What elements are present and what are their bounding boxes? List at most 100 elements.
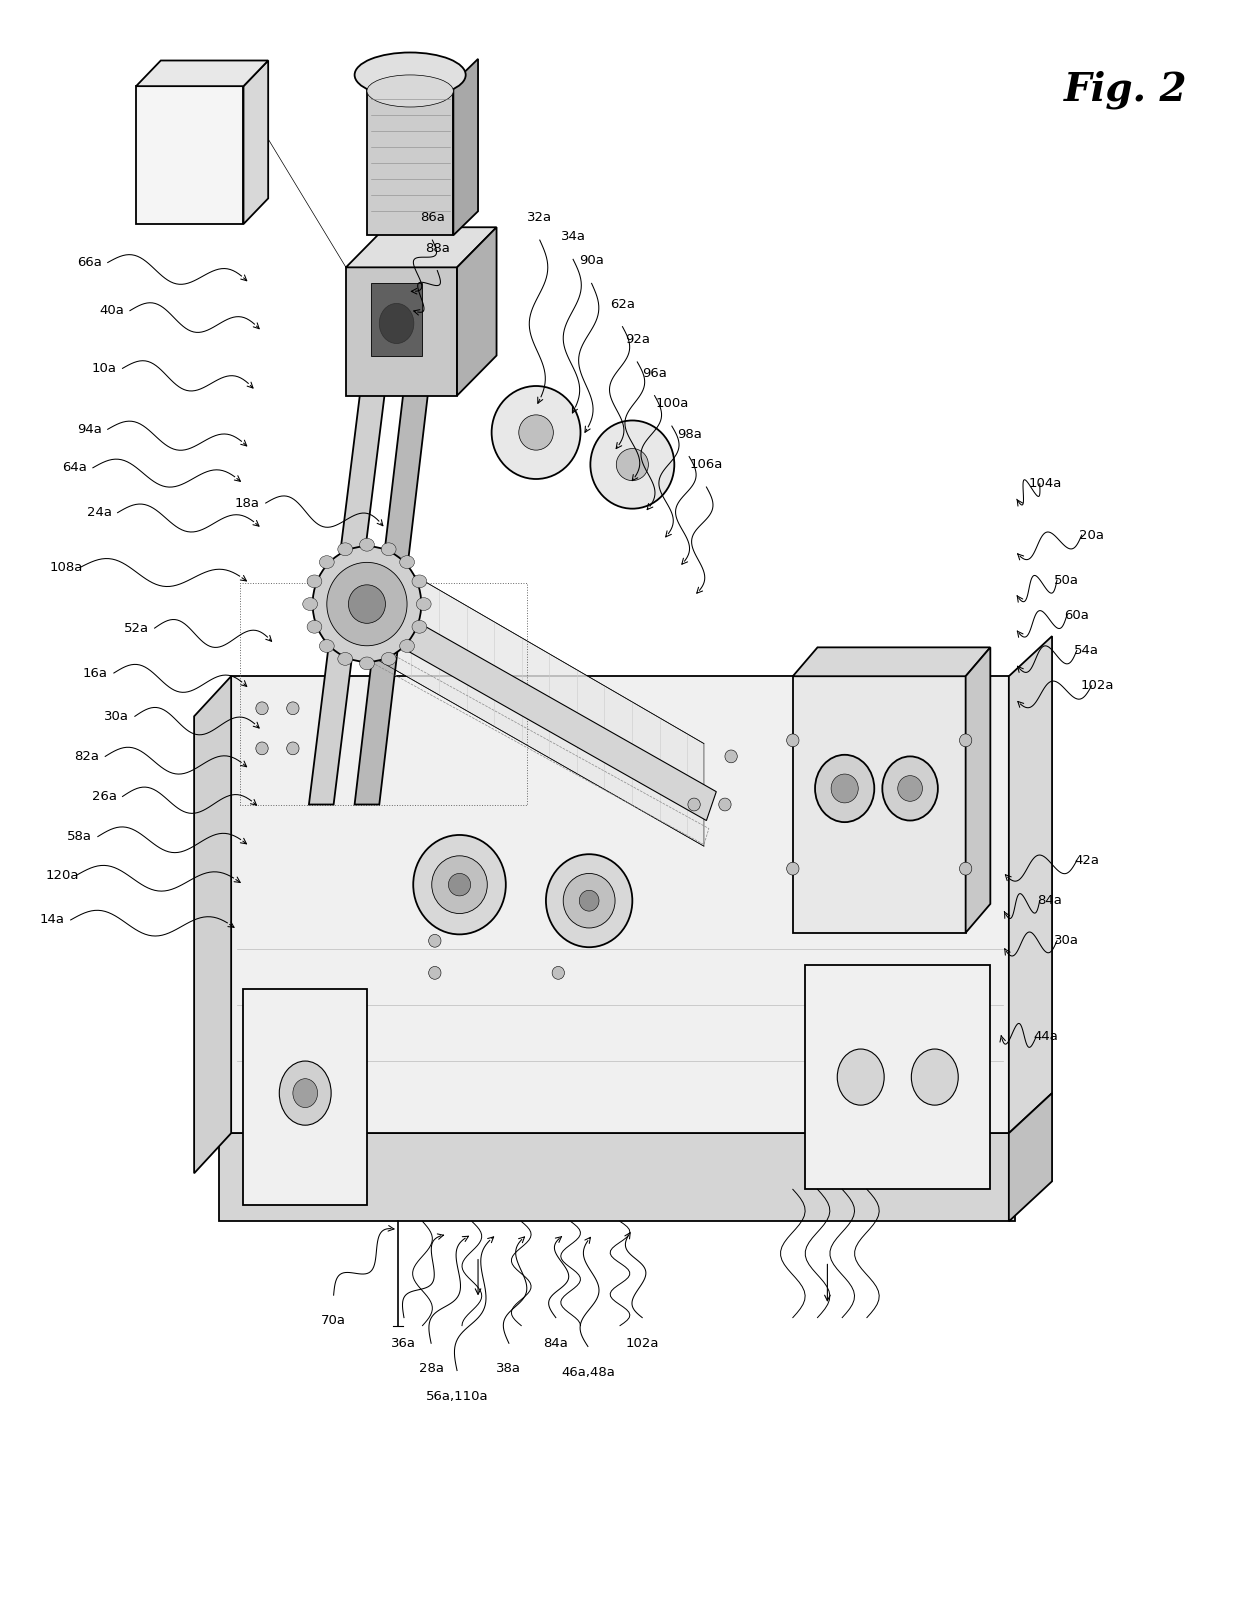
Text: 56a,110a: 56a,110a [425, 1390, 489, 1403]
Ellipse shape [960, 862, 972, 875]
Ellipse shape [688, 798, 701, 811]
Polygon shape [1009, 636, 1052, 1133]
Ellipse shape [552, 967, 564, 980]
Ellipse shape [308, 621, 322, 634]
Text: 98a: 98a [677, 428, 702, 441]
Text: 58a: 58a [67, 830, 92, 843]
Polygon shape [367, 84, 454, 235]
Ellipse shape [413, 835, 506, 935]
Ellipse shape [255, 742, 268, 755]
Ellipse shape [399, 640, 414, 652]
Ellipse shape [786, 734, 799, 747]
Ellipse shape [337, 653, 352, 665]
Text: 86a: 86a [420, 211, 445, 224]
Text: 44a: 44a [1033, 1030, 1058, 1044]
Ellipse shape [412, 574, 427, 587]
Ellipse shape [579, 890, 599, 911]
Text: 46a,48a: 46a,48a [560, 1366, 615, 1379]
Text: 84a: 84a [1037, 895, 1061, 907]
Ellipse shape [412, 621, 427, 634]
Text: 70a: 70a [321, 1315, 346, 1327]
Text: 120a: 120a [46, 869, 79, 882]
Polygon shape [805, 965, 991, 1189]
Text: 50a: 50a [1054, 573, 1079, 587]
Ellipse shape [381, 653, 396, 665]
Text: 38a: 38a [496, 1363, 521, 1376]
Ellipse shape [725, 750, 738, 763]
Ellipse shape [337, 542, 352, 555]
Text: 30a: 30a [104, 710, 129, 722]
Text: 16a: 16a [83, 666, 108, 679]
Ellipse shape [381, 542, 396, 555]
Text: 96a: 96a [642, 367, 667, 380]
Polygon shape [309, 388, 386, 804]
Polygon shape [1009, 1093, 1052, 1221]
Polygon shape [136, 87, 243, 224]
Polygon shape [355, 388, 429, 804]
Text: 106a: 106a [689, 459, 723, 471]
Ellipse shape [898, 776, 923, 801]
Text: 28a: 28a [419, 1363, 444, 1376]
Polygon shape [334, 579, 717, 821]
Text: 104a: 104a [1028, 478, 1061, 491]
Text: Fig. 2: Fig. 2 [1064, 71, 1188, 109]
Ellipse shape [563, 874, 615, 928]
Text: 88a: 88a [425, 241, 450, 254]
Text: 24a: 24a [87, 507, 112, 520]
Polygon shape [792, 647, 991, 676]
Text: 90a: 90a [579, 254, 604, 267]
Ellipse shape [327, 563, 407, 645]
Ellipse shape [429, 967, 441, 980]
Polygon shape [195, 676, 231, 1173]
Ellipse shape [355, 53, 466, 98]
Ellipse shape [399, 555, 414, 568]
Text: 14a: 14a [40, 914, 64, 927]
Ellipse shape [360, 656, 374, 669]
Polygon shape [367, 549, 704, 846]
Polygon shape [454, 60, 479, 235]
Text: 26a: 26a [92, 790, 117, 803]
Text: 84a: 84a [543, 1337, 568, 1350]
Ellipse shape [308, 574, 322, 587]
Text: 108a: 108a [50, 560, 83, 574]
Ellipse shape [360, 539, 374, 552]
Polygon shape [218, 1133, 1016, 1221]
Text: 66a: 66a [77, 256, 102, 269]
Ellipse shape [815, 755, 874, 822]
Text: 10a: 10a [92, 362, 117, 375]
Polygon shape [458, 227, 496, 396]
Ellipse shape [417, 597, 432, 610]
Text: 30a: 30a [1054, 935, 1079, 948]
Ellipse shape [286, 742, 299, 755]
Polygon shape [136, 61, 268, 87]
Text: 102a: 102a [1080, 679, 1114, 692]
Ellipse shape [911, 1049, 959, 1105]
Text: 92a: 92a [625, 333, 650, 346]
Text: 20a: 20a [1079, 529, 1104, 542]
Ellipse shape [367, 76, 454, 108]
Ellipse shape [303, 597, 317, 610]
Polygon shape [346, 267, 458, 396]
Ellipse shape [348, 584, 386, 623]
Text: 82a: 82a [74, 750, 99, 763]
Ellipse shape [320, 640, 335, 652]
Ellipse shape [432, 856, 487, 914]
Polygon shape [231, 676, 1009, 1133]
Polygon shape [792, 676, 966, 933]
Text: 52a: 52a [124, 621, 149, 634]
Ellipse shape [546, 854, 632, 948]
Text: 94a: 94a [77, 423, 102, 436]
Ellipse shape [293, 1078, 317, 1107]
Ellipse shape [518, 415, 553, 451]
Polygon shape [243, 990, 367, 1205]
Text: 62a: 62a [610, 298, 635, 311]
Ellipse shape [312, 547, 422, 661]
Ellipse shape [255, 702, 268, 714]
Ellipse shape [449, 874, 471, 896]
Text: 18a: 18a [234, 497, 260, 510]
Ellipse shape [379, 304, 414, 343]
Ellipse shape [786, 862, 799, 875]
Text: 54a: 54a [1074, 644, 1099, 656]
Polygon shape [346, 227, 496, 267]
Ellipse shape [590, 420, 675, 508]
